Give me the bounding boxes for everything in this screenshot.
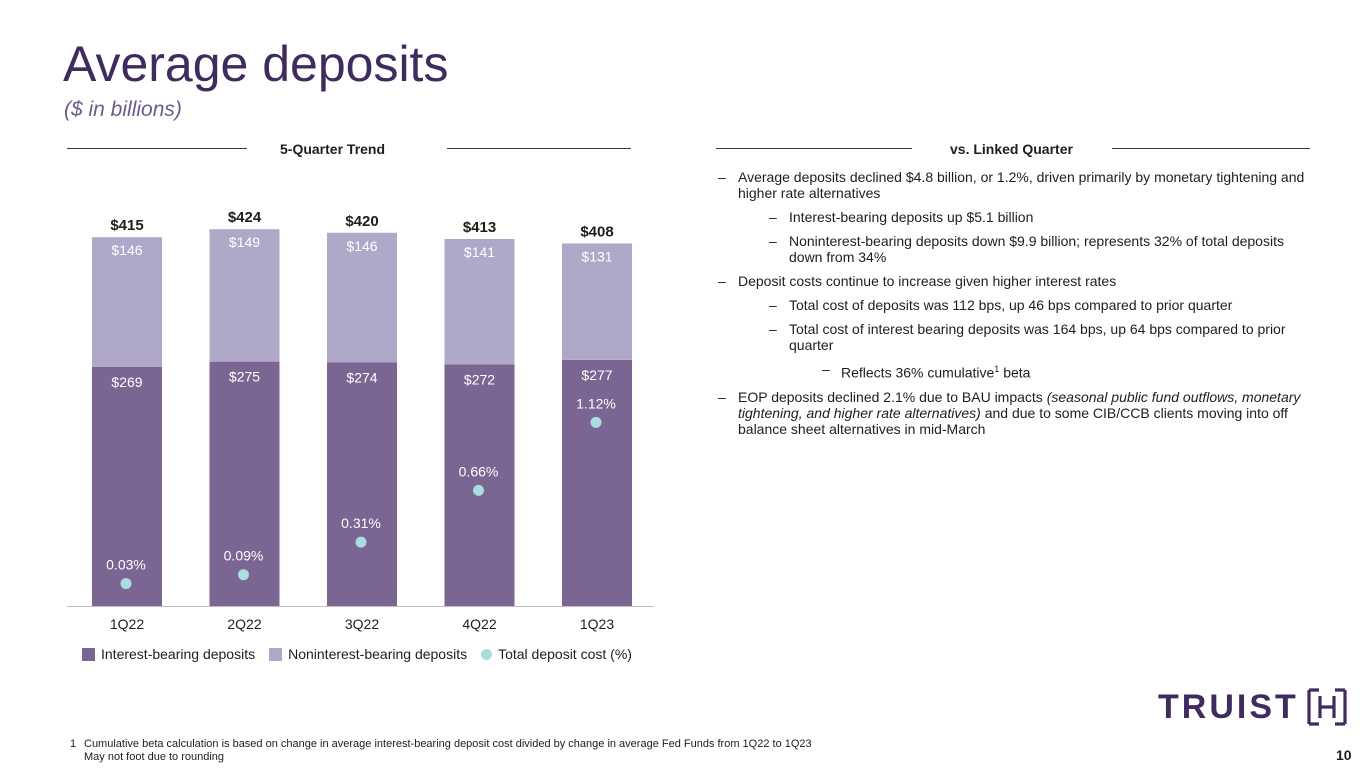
chart-legend: Interest-bearing deposits Noninterest-be… xyxy=(82,646,646,662)
point-deposit-cost-4q22 xyxy=(473,484,484,496)
x-tick-1q23: 1Q23 xyxy=(580,616,614,632)
bar-noninterest-bearing-2q22 xyxy=(209,229,280,362)
legend-label-deposit-cost: Total deposit cost (%) xyxy=(498,646,632,662)
label-deposit-cost-1q22: 0.03% xyxy=(106,557,146,573)
footnotes: 1 Cumulative beta calculation is based on… xyxy=(70,738,812,764)
right-heading-rule-left xyxy=(716,148,912,149)
eop-text-italic: (seasonal public fund outflows, monetary… xyxy=(738,388,1301,421)
label-total-3q22: $420 xyxy=(345,213,378,230)
commentary-list: Average deposits declined $4.8 billion, … xyxy=(718,169,1318,445)
bar-interest-bearing-3q22 xyxy=(327,362,397,606)
bar-noninterest-bearing-1q23 xyxy=(562,243,632,360)
trend-heading: 5-Quarter Trend xyxy=(280,141,386,157)
logo-wordmark: TRUIST xyxy=(1158,688,1299,726)
page-number: 10 xyxy=(1336,747,1352,763)
footnote-1-text: Cumulative beta calculation is based on … xyxy=(84,738,812,750)
left-heading-rule-left xyxy=(67,148,247,149)
label-noninterest-bearing-2q22: $149 xyxy=(229,234,260,250)
label-interest-bearing-1q22: $269 xyxy=(111,374,142,390)
bar-interest-bearing-1q22 xyxy=(92,366,162,606)
bullet-beta: Reflects 36% cumulative1 beta xyxy=(718,361,1318,381)
bullet-deposit-costs: Deposit costs continue to increase given… xyxy=(718,273,1318,289)
bar-noninterest-bearing-3q22 xyxy=(327,232,397,363)
bar-noninterest-bearing-1q22 xyxy=(92,237,162,367)
page-title: Average deposits xyxy=(63,36,449,92)
bullet-eop-deposits: EOP deposits declined 2.1% due to BAU im… xyxy=(718,389,1318,437)
legend-swatch-noninterest-bearing xyxy=(269,647,283,661)
x-tick-2q22: 2Q22 xyxy=(227,616,261,632)
truist-logo: TRUIST xyxy=(1158,688,1347,726)
label-noninterest-bearing-1q22: $146 xyxy=(111,242,142,258)
point-deposit-cost-3q22 xyxy=(355,536,367,548)
legend-noninterest-bearing: Noninterest-bearing deposits xyxy=(269,646,467,662)
left-heading-rule-right xyxy=(447,148,631,149)
label-noninterest-bearing-4q22: $141 xyxy=(464,244,495,260)
beta-text-end: beta xyxy=(999,364,1031,381)
label-total-2q22: $424 xyxy=(228,209,262,226)
point-deposit-cost-1q22 xyxy=(120,578,132,590)
label-deposit-cost-1q23: 1.12% xyxy=(576,395,616,411)
legend-interest-bearing: Interest-bearing deposits xyxy=(82,646,255,662)
bullet-noninterest-bearing: Noninterest-bearing deposits down $9.9 b… xyxy=(718,233,1318,265)
point-deposit-cost-2q22 xyxy=(238,569,249,581)
deposits-chart: $269 $146 $415 0.03% 1Q22 $275 $149 $424 0.09% 2Q… xyxy=(67,209,654,632)
legend-label-interest-bearing: Interest-bearing deposits xyxy=(101,646,256,662)
label-noninterest-bearing-1q23: $131 xyxy=(581,248,612,264)
bullet-interest-bearing-cost: Total cost of interest bearing deposits … xyxy=(718,321,1318,353)
label-deposit-cost-4q22: 0.66% xyxy=(459,463,499,479)
label-interest-bearing-1q23: $277 xyxy=(581,367,612,383)
beta-footnote-ref: 1 xyxy=(994,364,1000,374)
label-total-4q22: $413 xyxy=(463,219,496,236)
label-total-1q22: $415 xyxy=(110,217,143,234)
footnote-number: 1 xyxy=(70,738,77,750)
label-deposit-cost-3q22: 0.31% xyxy=(341,515,381,531)
linked-quarter-heading: vs. Linked Quarter xyxy=(950,141,1073,157)
page-subtitle: ($ in billions) xyxy=(64,98,182,121)
bullet-total-cost: Total cost of deposits was 112 bps, up 4… xyxy=(718,297,1318,313)
eop-text-end: and due to some CIB/CCB clients moving i… xyxy=(738,404,1288,437)
truist-mark-icon xyxy=(1307,688,1347,726)
label-noninterest-bearing-3q22: $146 xyxy=(346,238,377,254)
label-interest-bearing-4q22: $272 xyxy=(464,371,495,387)
legend-deposit-cost: Total deposit cost (%) xyxy=(481,646,632,662)
label-deposit-cost-2q22: 0.09% xyxy=(224,548,264,564)
bar-noninterest-bearing-4q22 xyxy=(444,238,515,365)
bar-interest-bearing-2q22 xyxy=(209,361,280,606)
label-interest-bearing-3q22: $274 xyxy=(346,370,377,386)
x-tick-4q22: 4Q22 xyxy=(462,616,496,632)
x-tick-1q22: 1Q22 xyxy=(110,616,144,632)
legend-swatch-deposit-cost xyxy=(481,648,493,660)
right-heading-rule-right xyxy=(1112,148,1310,149)
point-deposit-cost-1q23 xyxy=(590,416,602,428)
footnote-rounding: May not foot due to rounding xyxy=(84,751,225,763)
beta-text: Reflects 36% cumulative xyxy=(841,364,995,381)
label-total-1q23: $408 xyxy=(580,223,613,240)
label-interest-bearing-2q22: $275 xyxy=(229,369,260,385)
footnote-1: 1 Cumulative beta calculation is based on… xyxy=(70,738,812,751)
bar-interest-bearing-1q23 xyxy=(562,359,632,606)
legend-label-noninterest-bearing: Noninterest-bearing deposits xyxy=(288,646,468,662)
bullet-interest-bearing: Interest-bearing deposits up $5.1 billio… xyxy=(718,209,1318,225)
bullet-average-deposits: Average deposits declined $4.8 billion, … xyxy=(718,169,1318,201)
eop-text: EOP deposits declined 2.1% due to BAU im… xyxy=(738,388,1047,405)
legend-swatch-interest-bearing xyxy=(82,647,95,661)
x-tick-3q22: 3Q22 xyxy=(345,616,379,632)
